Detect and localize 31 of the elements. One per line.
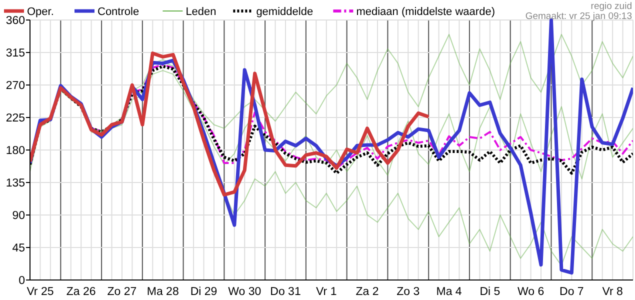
x-tick-label: Di 5 [480,286,500,298]
y-tick-label: 180 [6,145,25,157]
x-tick-label: Di 29 [190,286,218,298]
y-tick-label: 360 [6,15,25,27]
x-tick-label: Zo 27 [107,286,137,298]
y-tick-label: 225 [6,112,25,124]
x-tick-label: Za 2 [356,286,379,298]
y-tick-label: 270 [6,80,25,92]
x-tick-label: Zo 3 [396,286,420,298]
x-tick-label: Do 31 [270,286,301,298]
x-tick-label: Do 7 [560,286,584,298]
legend-label: Oper. [27,6,54,18]
x-tick-label: Vr 1 [316,286,337,298]
text: regio zuid [590,1,632,12]
legend-label: gemiddelde [256,6,314,18]
y-tick-label: 45 [12,242,25,254]
y-tick-label: 135 [6,178,25,190]
y-tick-label: 315 [6,48,25,60]
x-tick-label: Wo 30 [228,286,262,298]
x-tick-label: Vr 8 [602,286,623,298]
x-tick-label: Vr 25 [26,286,54,298]
x-tick-label: Ma 4 [436,286,462,298]
legend-label: Controle [98,6,140,18]
x-tick-label: Wo 6 [517,286,544,298]
x-tick-label: Ma 28 [146,286,179,298]
y-tick-label: 90 [12,210,25,222]
legend-label: mediaan (middelste waarde) [356,6,495,18]
x-tick-label: Za 26 [66,286,96,298]
annotation: Gemaakt: vr 25 jan 09:13 [525,11,632,22]
y-tick-label: 0 [18,275,25,287]
legend-label: Leden [186,6,216,18]
